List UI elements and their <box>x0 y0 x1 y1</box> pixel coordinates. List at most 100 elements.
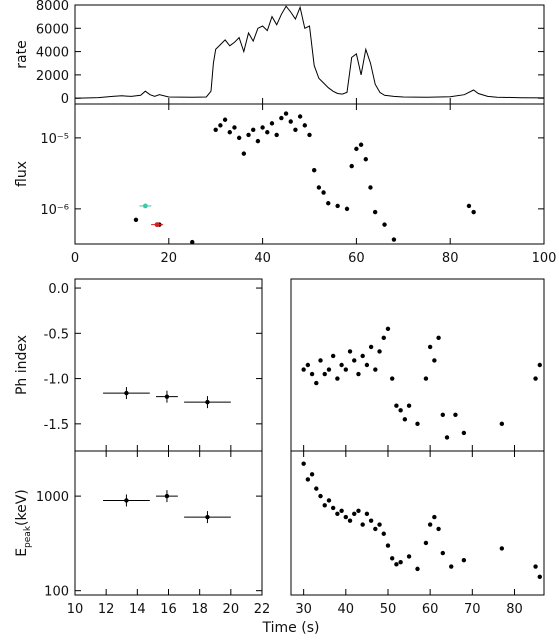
panel-3-point-19 <box>381 335 386 341</box>
panel-3-point-33 <box>453 412 458 417</box>
panel-1-ytick-label-1: 10⁻⁵ <box>40 132 69 147</box>
panel-5-point-31 <box>449 564 454 569</box>
panel-3-point-9 <box>339 362 344 368</box>
rate-curve <box>74 5 545 99</box>
panel-4-ylabel: Epeak(keV) <box>14 489 33 557</box>
panel-3-point-18 <box>377 349 382 354</box>
panel-3-point-7 <box>330 353 336 359</box>
panel-3-point-26 <box>415 421 420 427</box>
panel-3-point-5 <box>322 371 327 377</box>
panel-2-point-0 <box>124 390 129 396</box>
panel-1-colored-point-0 <box>142 203 148 209</box>
panel-1-frame <box>74 103 545 245</box>
panel-1-point-31 <box>354 146 359 152</box>
panel-5-point-20 <box>385 543 391 548</box>
panel-1-point-7 <box>232 125 237 130</box>
panel-5-point-8 <box>335 511 340 517</box>
panel-0-ytick-label-2: 4000 <box>36 46 69 61</box>
panel-5-point-2 <box>309 472 315 477</box>
panel-5-point-3 <box>314 486 319 491</box>
panel-3-point-31 <box>440 412 445 417</box>
panel-2-ytick-label-3: -1.5 <box>44 418 69 433</box>
panel-1-point-39 <box>471 209 476 215</box>
panel-3-point-14 <box>360 353 365 359</box>
panel-1-point-30 <box>349 163 354 169</box>
panel-3-point-28 <box>427 344 433 350</box>
panel-1-point-21 <box>297 114 303 119</box>
panel-3-point-24 <box>402 417 408 422</box>
panel-3-point-20 <box>385 326 391 331</box>
panel-1-point-11 <box>251 127 256 132</box>
panel-1-point-2 <box>190 239 195 245</box>
panel-3-point-32 <box>444 435 450 440</box>
panel-5-point-26 <box>423 540 429 546</box>
panel-1-xtick-label-5: 100 <box>532 251 557 266</box>
panel-0-ytick-label-0: 0 <box>61 92 69 107</box>
panel-4-xtick-label-1: 12 <box>98 602 115 617</box>
panel-5-point-30 <box>440 550 445 556</box>
panel-5-point-33 <box>499 546 505 551</box>
panel-3-point-3 <box>314 380 319 386</box>
panel-1-point-20 <box>293 127 298 132</box>
panel-1-point-22 <box>302 123 308 128</box>
panel-4-point-2 <box>205 514 210 520</box>
panel-3-point-12 <box>352 358 357 363</box>
panel-5-point-22 <box>394 562 399 567</box>
panel-1-point-14 <box>265 130 270 135</box>
panel-1-point-25 <box>316 185 322 190</box>
panel-5-point-7 <box>330 505 336 511</box>
panel-2-ylabel: Ph index <box>14 335 30 395</box>
panel-4-xtick-label-0: 10 <box>67 602 84 617</box>
panel-5-point-18 <box>377 522 382 527</box>
panel-3-point-11 <box>347 349 353 354</box>
panel-1-ylabel: flux <box>14 161 30 187</box>
panel-5-frame <box>290 450 545 596</box>
panel-3-point-16 <box>368 344 374 350</box>
panel-5-point-27 <box>427 522 433 527</box>
panel-1-point-5 <box>222 117 228 122</box>
panel-1-xtick-label-3: 60 <box>348 251 365 266</box>
panel-2-point-1 <box>164 394 170 399</box>
panel-3-point-8 <box>335 376 340 381</box>
panel-5-point-35 <box>537 574 542 580</box>
panel-1-point-13 <box>260 125 265 130</box>
panel-5-point-4 <box>318 493 323 499</box>
panel-4-xtick-label-3: 16 <box>160 602 177 617</box>
panel-5-point-29 <box>436 526 441 532</box>
panel-4-ytick-label-0: 100 <box>44 585 69 600</box>
panel-1-xtick-label-4: 80 <box>442 251 459 266</box>
panel-1-point-28 <box>335 203 340 209</box>
panel-3-point-29 <box>432 358 437 363</box>
panel-3-point-30 <box>436 335 441 341</box>
panel-4-xtick-label-6: 22 <box>254 602 271 617</box>
panel-3-point-35 <box>499 421 505 427</box>
panel-0-ytick-label-1: 2000 <box>36 69 69 84</box>
panel-1-point-12 <box>255 138 261 144</box>
panel-2-point-2 <box>205 399 210 405</box>
panel-4-frame <box>74 450 263 596</box>
panel-3-point-4 <box>318 358 323 363</box>
panel-4-xtick-label-4: 18 <box>191 602 208 617</box>
panel-1-point-19 <box>288 119 293 124</box>
panel-4-point-0 <box>124 498 129 503</box>
panel-1-point-15 <box>269 121 275 126</box>
panel-3-point-13 <box>356 371 361 377</box>
panel-0-frame <box>74 4 545 105</box>
panel-1-point-32 <box>358 142 364 147</box>
panel-5-point-1 <box>305 477 311 482</box>
panel-5-xtick-label-2: 50 <box>380 602 397 617</box>
panel-1-point-17 <box>279 115 284 121</box>
panel-1-point-27 <box>326 201 331 206</box>
panel-1-point-3 <box>213 127 218 132</box>
panel-1-point-36 <box>382 222 387 227</box>
panel-5-point-9 <box>339 508 344 513</box>
panel-5-point-10 <box>343 514 349 520</box>
panel-5-point-12 <box>352 511 357 517</box>
panel-5-point-17 <box>373 526 378 532</box>
panel-5-xtick-label-4: 70 <box>464 602 481 617</box>
panel-5-point-11 <box>347 518 353 523</box>
panel-4-point-1 <box>164 493 170 499</box>
panel-1-point-29 <box>344 206 350 212</box>
panel-1-point-6 <box>227 130 232 135</box>
panel-1-xtick-label-2: 40 <box>254 251 271 266</box>
